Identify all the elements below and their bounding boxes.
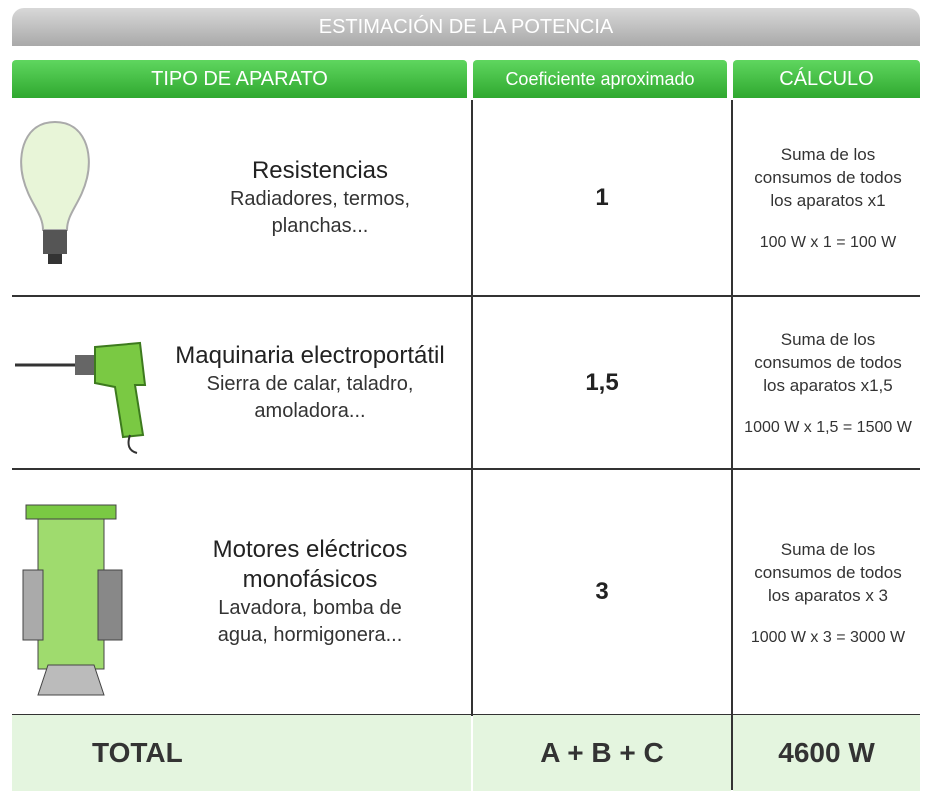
- calc-text: los aparatos x 3: [767, 585, 888, 605]
- calc-cell: Suma de los consumos de todos los aparatos…: [733, 297, 923, 468]
- appliance-description: Lavadora, bomba de: [218, 597, 402, 619]
- coefficient-cell: 3: [473, 470, 731, 714]
- divider: [12, 468, 920, 470]
- calc-cell: Suma de los consumos de todos los aparatos…: [733, 470, 923, 714]
- table-title: ESTIMACIÓN DE LA POTENCIA: [12, 8, 920, 46]
- calc-cell: Suma de los consumos de todos los aparatos…: [733, 100, 923, 295]
- calc-text: los aparatos x1: [770, 191, 886, 210]
- total-formula: A + B + C: [473, 715, 731, 791]
- column-header: TIPO DE APARATO: [12, 60, 467, 98]
- appliance-title: Motores eléctricos: [212, 536, 408, 563]
- drill-icon: [15, 341, 147, 454]
- coefficient: 3: [595, 578, 609, 605]
- coefficient-cell: 1,5: [473, 297, 731, 468]
- divider: [731, 100, 733, 790]
- total-value: 4600 W: [733, 715, 920, 791]
- column-header: Coeficiente aproximado: [473, 60, 727, 98]
- calc-text: consumos de todos: [754, 562, 902, 582]
- calc-text: Suma de los: [780, 145, 876, 164]
- calc-text: consumos de todos: [754, 168, 902, 187]
- calc-example: 100 W x 1 = 100 W: [759, 234, 897, 251]
- appliance-cell: Motores eléctricos monofásicos Lavadora, b…: [150, 470, 470, 714]
- calc-example: 1000 W x 1,5 = 1500 W: [744, 419, 912, 436]
- divider: [471, 100, 473, 715]
- total-label: TOTAL: [12, 715, 471, 791]
- calc-text: Suma de los: [780, 330, 876, 349]
- appliance-description: agua, hormigonera...: [217, 624, 403, 646]
- calc-text: Suma de los: [780, 539, 876, 559]
- calc-text: consumos de todos: [754, 353, 902, 372]
- appliance-title: Resistencias: [251, 156, 389, 184]
- appliance-cell: Maquinaria electroportátil Sierra de cala…: [150, 297, 470, 468]
- bulb-icon: [20, 120, 90, 264]
- divider: [12, 295, 920, 297]
- coefficient: 1,5: [585, 368, 619, 396]
- column-header: CÁLCULO: [733, 60, 920, 98]
- coefficient-cell: 1: [473, 100, 731, 295]
- motor-icon: [22, 504, 123, 696]
- calc-example: 1000 W x 3 = 3000 W: [750, 628, 906, 646]
- appliance-cell: Resistencias Radiadores, termos, planchas.…: [170, 100, 470, 295]
- appliance-description: amoladora...: [254, 399, 366, 422]
- calc-text: los aparatos x1,5: [763, 376, 893, 395]
- appliance-title: monofásicos: [242, 566, 378, 593]
- appliance-title: Maquinaria electroportátil: [175, 341, 445, 369]
- appliance-description: Sierra de calar, taladro,: [206, 372, 414, 395]
- appliance-description: planchas...: [271, 214, 369, 237]
- appliance-description: Radiadores, termos,: [229, 187, 411, 210]
- coefficient: 1: [595, 183, 609, 211]
